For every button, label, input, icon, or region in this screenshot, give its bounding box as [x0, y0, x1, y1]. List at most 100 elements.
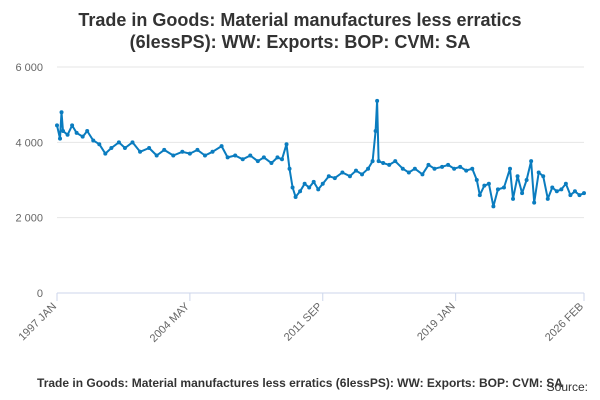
data-point [225, 155, 230, 160]
legend-caption: Trade in Goods: Material manufactures le… [37, 376, 563, 390]
series-layer [55, 98, 586, 209]
data-point [70, 123, 75, 128]
data-point [440, 164, 445, 169]
data-point [279, 157, 284, 162]
data-point [195, 147, 200, 152]
data-point [515, 174, 520, 179]
grid-layer [57, 66, 584, 294]
data-point [360, 172, 365, 177]
source-label: Source: [546, 380, 588, 394]
data-point [458, 164, 463, 169]
data-point [162, 147, 167, 152]
x-tick-label: 2026 FEB [543, 301, 586, 344]
data-point [559, 187, 564, 192]
data-point [103, 151, 108, 156]
data-point [307, 185, 312, 190]
data-point [541, 174, 546, 179]
data-point [210, 149, 215, 154]
data-point [65, 132, 70, 137]
data-point [248, 153, 253, 158]
data-point [59, 110, 64, 115]
data-point [412, 166, 417, 171]
data-point [501, 185, 506, 190]
data-point [326, 174, 331, 179]
data-point [154, 153, 159, 158]
data-point [298, 189, 303, 194]
data-point [482, 183, 487, 188]
axis-layer: 0 2 000 4 000 6 000 1997 JAN 2004 MAY 2011 SEP… [15, 62, 586, 345]
data-point [97, 142, 102, 147]
data-point [477, 193, 482, 198]
data-point [582, 191, 586, 196]
data-point [432, 166, 437, 171]
data-point [109, 145, 114, 150]
y-tick-label: 0 [37, 288, 43, 300]
y-tick-label: 2 000 [15, 213, 43, 225]
data-point [284, 142, 289, 147]
data-point [302, 181, 307, 186]
data-point [180, 149, 185, 154]
data-point [376, 159, 381, 164]
data-point [545, 196, 550, 201]
data-point [387, 162, 392, 167]
data-point [171, 153, 176, 158]
data-point [116, 140, 121, 145]
data-point [400, 166, 405, 171]
data-point [290, 185, 295, 190]
data-point [446, 162, 451, 167]
y-tick-label: 6 000 [15, 62, 43, 74]
x-tick-label: 1997 JAN [16, 301, 59, 344]
data-point [261, 155, 266, 160]
data-point [85, 129, 90, 134]
data-point [287, 166, 292, 171]
data-point [554, 189, 559, 194]
data-point [572, 189, 577, 194]
data-point [80, 134, 85, 139]
data-point [316, 187, 321, 192]
data-point [340, 170, 345, 175]
data-point [550, 185, 555, 190]
data-point [536, 170, 541, 175]
data-point [138, 149, 143, 154]
chart-title: Trade in Goods: Material manufactures le… [0, 9, 600, 53]
data-point [311, 179, 316, 184]
data-point [495, 187, 500, 192]
data-point [122, 145, 127, 150]
data-point [240, 157, 245, 162]
data-point [524, 178, 529, 182]
data-point [219, 144, 224, 149]
data-point [520, 191, 525, 196]
data-point [370, 159, 375, 164]
data-point [91, 138, 96, 143]
data-point [393, 159, 398, 164]
x-tick-label: 2004 MAY [148, 300, 193, 345]
data-point [61, 129, 66, 134]
chart-title-line-2: (6lessPS): WW: Exports: BOP: CVM: SA [129, 32, 471, 52]
data-point [320, 181, 325, 186]
data-point [532, 200, 537, 205]
chart-title-line-1: Trade in Goods: Material manufactures le… [78, 10, 522, 30]
data-point [452, 166, 457, 171]
y-tick-label: 4 000 [15, 137, 43, 149]
data-point [563, 181, 568, 186]
data-point [375, 98, 380, 103]
data-point [491, 204, 496, 209]
data-point [464, 168, 469, 173]
data-point [332, 176, 337, 181]
data-point [255, 159, 260, 164]
series-line [56, 99, 585, 208]
data-point [275, 155, 280, 160]
data-point [474, 178, 479, 182]
data-point [366, 166, 371, 171]
data-point [577, 193, 582, 198]
data-point [347, 174, 352, 179]
data-point [373, 129, 378, 134]
data-point [381, 161, 386, 166]
data-point [233, 153, 238, 158]
data-point [187, 151, 192, 156]
data-point [147, 145, 152, 150]
data-point [353, 168, 358, 173]
x-tick-label: 2019 JAN [415, 301, 458, 344]
x-tick-label: 2011 SEP [282, 301, 325, 344]
